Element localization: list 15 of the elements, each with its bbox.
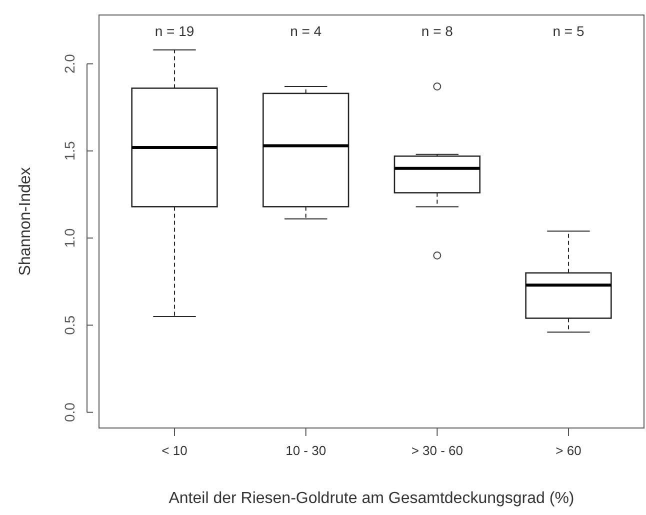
x-tick-label: 10 - 30 [286, 443, 326, 458]
x-axis-title: Anteil der Riesen-Goldrute am Gesamtdeckungsgrad (%) [168, 490, 574, 507]
annotation: n = 8 [421, 22, 454, 39]
x-tick-label: < 10 [162, 443, 188, 458]
y-tick-label: 1.0 [61, 228, 78, 248]
annotation: n = 4 [290, 22, 322, 39]
y-tick-label: 2.0 [61, 54, 78, 74]
y-tick-label: 1.5 [61, 140, 78, 161]
y-tick-label: 0.0 [61, 402, 78, 422]
annotation: n = 5 [552, 22, 584, 39]
annotation: n = 19 [154, 22, 194, 39]
y-tick-label: 0.5 [61, 315, 78, 335]
x-tick-label: > 30 - 60 [411, 443, 464, 458]
y-axis-title: Shannon-Index [17, 167, 34, 276]
x-tick-label: > 60 [556, 443, 582, 458]
